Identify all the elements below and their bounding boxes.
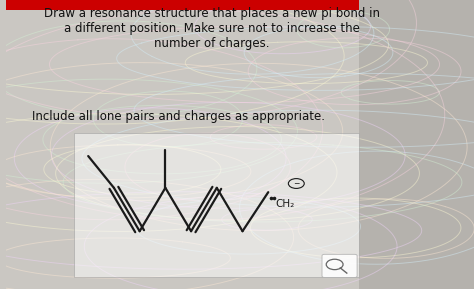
FancyBboxPatch shape — [74, 133, 359, 277]
Text: −: − — [293, 179, 300, 188]
Text: CH₂: CH₂ — [275, 199, 294, 209]
Text: Include all lone pairs and charges as appropriate.: Include all lone pairs and charges as ap… — [32, 110, 325, 123]
FancyBboxPatch shape — [6, 0, 359, 10]
FancyBboxPatch shape — [322, 254, 357, 277]
FancyBboxPatch shape — [359, 0, 474, 289]
Text: Draw a resonance structure that places a new pi bond in
a different position. Ma: Draw a resonance structure that places a… — [44, 7, 380, 50]
